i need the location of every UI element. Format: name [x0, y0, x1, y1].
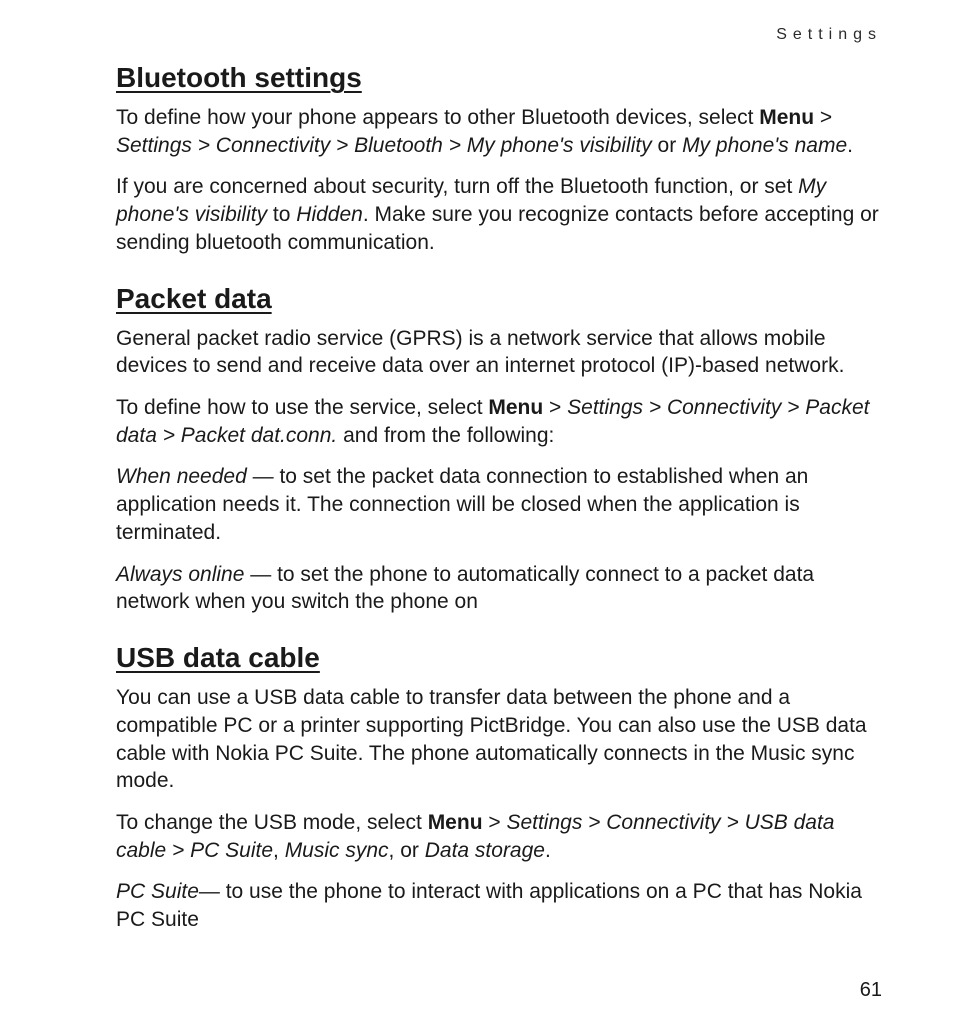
- text: ,: [273, 839, 285, 862]
- document-page: Settings Bluetooth settings To define ho…: [0, 0, 954, 1036]
- packet-p1: General packet radio service (GPRS) is a…: [116, 325, 882, 380]
- text: or: [652, 134, 682, 157]
- heading-packet-data: Packet data: [116, 283, 882, 315]
- text: If you are concerned about security, tur…: [116, 175, 798, 198]
- usb-p1: You can use a USB data cable to transfer…: [116, 684, 882, 795]
- option-always-online: Always online: [116, 563, 244, 586]
- text: , or: [389, 839, 425, 862]
- text: >: [543, 396, 567, 419]
- text: .: [545, 839, 551, 862]
- menu-path: My phone's name: [682, 134, 847, 157]
- heading-bluetooth: Bluetooth settings: [116, 62, 882, 94]
- bluetooth-p1: To define how your phone appears to othe…: [116, 104, 882, 159]
- text: To change the USB mode, select: [116, 811, 428, 834]
- packet-p4: Always online — to set the phone to auto…: [116, 561, 882, 616]
- packet-p3: When needed — to set the packet data con…: [116, 463, 882, 546]
- option-pc-suite: PC Suite: [116, 880, 199, 903]
- page-number: 61: [860, 979, 882, 1002]
- text: to: [267, 203, 296, 226]
- option-when-needed: When needed: [116, 465, 247, 488]
- usb-p2: To change the USB mode, select Menu > Se…: [116, 809, 882, 864]
- text: To define how your phone appears to othe…: [116, 106, 759, 129]
- usb-p3: PC Suite— to use the phone to interact w…: [116, 878, 882, 933]
- text: >: [814, 106, 832, 129]
- menu-path: Music sync: [285, 839, 389, 862]
- text: .: [847, 134, 853, 157]
- heading-usb: USB data cable: [116, 642, 882, 674]
- menu-path: Data storage: [425, 839, 545, 862]
- text: and from the following:: [337, 424, 554, 447]
- page-header: Settings: [116, 26, 882, 44]
- menu-bold: Menu: [428, 811, 483, 834]
- menu-path: Hidden: [296, 203, 363, 226]
- packet-p2: To define how to use the service, select…: [116, 394, 882, 449]
- menu-bold: Menu: [759, 106, 814, 129]
- bluetooth-p2: If you are concerned about security, tur…: [116, 173, 882, 256]
- text: >: [483, 811, 507, 834]
- text: — to use the phone to interact with appl…: [116, 880, 862, 931]
- menu-path: Settings > Connectivity > Bluetooth > My…: [116, 134, 652, 157]
- menu-bold: Menu: [488, 396, 543, 419]
- text: To define how to use the service, select: [116, 396, 488, 419]
